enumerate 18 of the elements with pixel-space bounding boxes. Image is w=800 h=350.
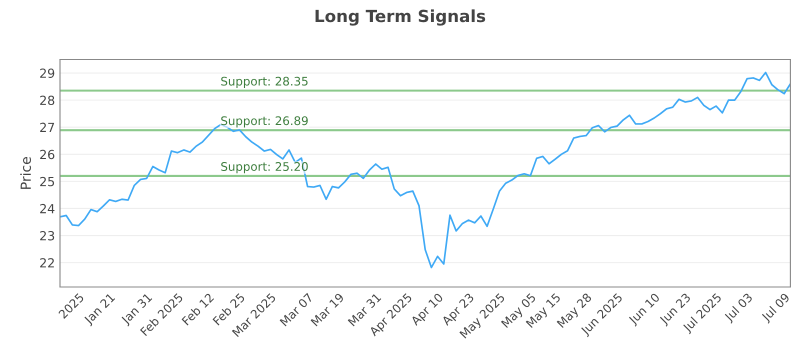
y-tick-label: 28: [40, 96, 54, 106]
y-tick-label: 22: [40, 258, 54, 268]
y-tick-label: 24: [40, 204, 54, 214]
y-axis-title: Price: [20, 157, 31, 189]
y-tick-label: 27: [40, 122, 54, 132]
x-tick-label: Jul 09: [760, 292, 792, 324]
y-tick-label: 26: [40, 150, 54, 160]
y-tick-label: 25: [40, 176, 54, 186]
line-series: [60, 72, 790, 268]
chart-title: Long Term Signals: [316, 9, 486, 26]
x-tick-label: Jul 03: [723, 292, 754, 324]
y-tick-label: 23: [40, 231, 54, 240]
y-tick-label: 29: [40, 68, 54, 78]
x-tick-label: Jan 21: [83, 292, 117, 326]
ref-line-label: Support: 25.20: [221, 162, 308, 174]
ref-line-label: Support: 28.35: [221, 76, 308, 88]
x-tick-label: Mar 19: [310, 292, 344, 327]
ref-line-label: Support: 26.89: [221, 116, 308, 128]
